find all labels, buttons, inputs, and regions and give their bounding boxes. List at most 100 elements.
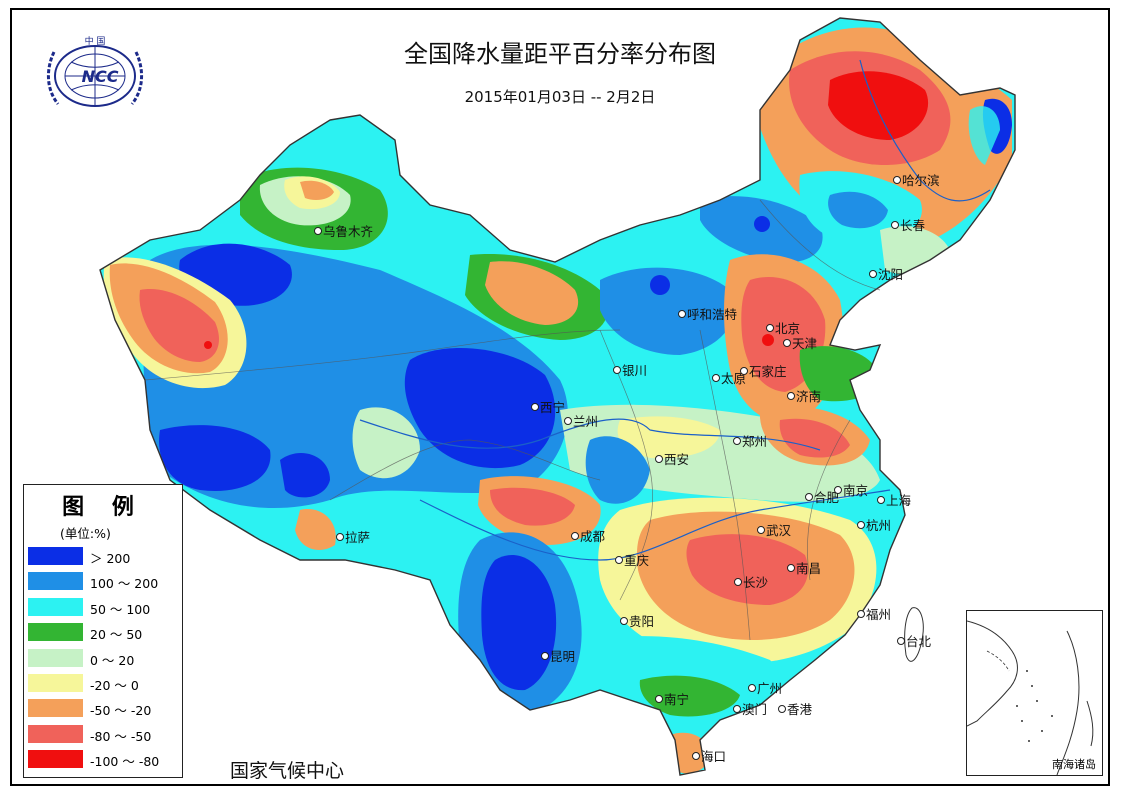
city-marker-icon xyxy=(834,486,842,494)
city-marker-icon xyxy=(805,493,813,501)
city-name: 杭州 xyxy=(866,518,892,533)
city-marker-icon xyxy=(783,339,791,347)
city-name: 台北 xyxy=(906,634,932,649)
city-marker-icon xyxy=(748,684,756,692)
legend-label: 0 ～ 20 xyxy=(90,652,135,668)
map-subtitle: 2015年01月03日 -- 2月2日 xyxy=(464,88,656,106)
city-label: 澳门 xyxy=(733,699,767,718)
city-marker-icon xyxy=(733,705,741,713)
legend-label: 100 ～ 200 xyxy=(90,576,159,592)
legend-swatch xyxy=(28,547,83,565)
city-marker-icon xyxy=(857,610,865,618)
city-label: 杭州 xyxy=(857,515,891,534)
city-label: 上海 xyxy=(877,490,911,509)
city-name: 长沙 xyxy=(743,575,769,590)
city-name: 北京 xyxy=(775,321,801,336)
legend-label: -100 ～ -80 xyxy=(90,754,160,770)
city-name: 合肥 xyxy=(814,490,840,505)
city-marker-icon xyxy=(620,617,628,625)
city-label: 成都 xyxy=(571,526,605,545)
map-title: 全国降水量距平百分率分布图 xyxy=(404,40,716,68)
legend-swatch xyxy=(28,724,83,743)
city-name: 海口 xyxy=(701,749,727,764)
city-label: 重庆 xyxy=(615,550,649,569)
city-marker-icon xyxy=(893,176,901,184)
legend-label: -20 ～ 0 xyxy=(90,678,139,693)
city-label: 台北 xyxy=(897,631,931,650)
legend-swatch xyxy=(28,699,83,718)
city-label: 海口 xyxy=(692,746,726,765)
city-marker-icon xyxy=(787,392,795,400)
city-label: 郑州 xyxy=(733,431,767,450)
city-name: 兰州 xyxy=(573,414,599,429)
legend-swatch xyxy=(28,750,83,769)
city-label: 呼和浩特 xyxy=(678,304,737,323)
city-marker-icon xyxy=(531,403,539,411)
city-marker-icon xyxy=(734,578,742,586)
city-label: 长春 xyxy=(891,215,925,234)
city-label: 合肥 xyxy=(805,487,839,506)
city-name: 拉萨 xyxy=(345,530,371,545)
city-marker-icon xyxy=(336,533,344,541)
city-name: 银川 xyxy=(622,363,648,378)
legend: 图 例 (单位:%) ＞ 200 100 ～ 200 50 ～ 100 20 ～ 50… xyxy=(23,484,183,778)
city-label: 香港 xyxy=(778,699,812,718)
legend-item: ＞ 200 xyxy=(28,547,180,567)
legend-swatch xyxy=(28,597,83,616)
city-name: 长春 xyxy=(900,218,926,233)
city-name: 天津 xyxy=(792,336,818,351)
city-marker-icon xyxy=(314,227,322,235)
legend-swatch xyxy=(28,623,83,642)
city-marker-icon xyxy=(857,521,865,529)
city-label: 沈阳 xyxy=(869,264,903,283)
city-name: 西宁 xyxy=(540,400,566,415)
city-marker-icon xyxy=(571,532,579,540)
city-marker-icon xyxy=(877,496,885,504)
legend-item: -20 ～ 0 xyxy=(28,674,180,694)
city-marker-icon xyxy=(740,367,748,375)
city-name: 呼和浩特 xyxy=(687,307,738,322)
city-label: 南昌 xyxy=(787,558,821,577)
city-name: 重庆 xyxy=(624,553,650,568)
city-name: 郑州 xyxy=(742,434,768,449)
legend-item: 50 ～ 100 xyxy=(28,597,180,618)
city-label: 石家庄 xyxy=(740,361,787,380)
city-marker-icon xyxy=(757,526,765,534)
city-label: 天津 xyxy=(783,333,817,352)
legend-item: -80 ～ -50 xyxy=(28,724,180,745)
legend-title: 图 例 xyxy=(62,495,144,520)
south-china-sea-inset: 南海诸岛 xyxy=(966,610,1103,776)
city-name: 西安 xyxy=(664,452,690,467)
legend-swatch xyxy=(28,648,83,667)
city-marker-icon xyxy=(655,455,663,463)
legend-unit: (单位:%) xyxy=(60,526,111,541)
city-name: 乌鲁木齐 xyxy=(323,224,374,239)
city-marker-icon xyxy=(778,705,786,713)
legend-label: ＞ 200 xyxy=(90,551,131,566)
city-label: 武汉 xyxy=(757,520,791,539)
legend-label: -80 ～ -50 xyxy=(90,728,152,744)
city-name: 澳门 xyxy=(742,702,768,717)
city-name: 上海 xyxy=(886,493,912,508)
city-name: 成都 xyxy=(580,529,606,544)
city-marker-icon xyxy=(787,564,795,572)
city-label: 济南 xyxy=(787,386,821,405)
legend-item: 100 ～ 200 xyxy=(28,572,180,592)
city-name: 广州 xyxy=(757,681,783,696)
city-name: 福州 xyxy=(866,607,892,622)
inset-map xyxy=(967,620,1094,775)
city-label: 南宁 xyxy=(655,689,689,708)
ncc-logo: 中 国 NCC xyxy=(47,35,143,107)
city-label: 南京 xyxy=(834,480,868,499)
city-name: 济南 xyxy=(796,389,822,404)
city-label: 广州 xyxy=(748,678,782,697)
city-marker-icon xyxy=(692,752,700,760)
city-label: 乌鲁木齐 xyxy=(314,221,373,240)
city-name: 武汉 xyxy=(766,523,792,538)
city-label: 兰州 xyxy=(564,411,598,430)
city-marker-icon xyxy=(766,324,774,332)
city-marker-icon xyxy=(678,310,686,318)
city-label: 长沙 xyxy=(734,572,768,591)
city-marker-icon xyxy=(613,366,621,374)
